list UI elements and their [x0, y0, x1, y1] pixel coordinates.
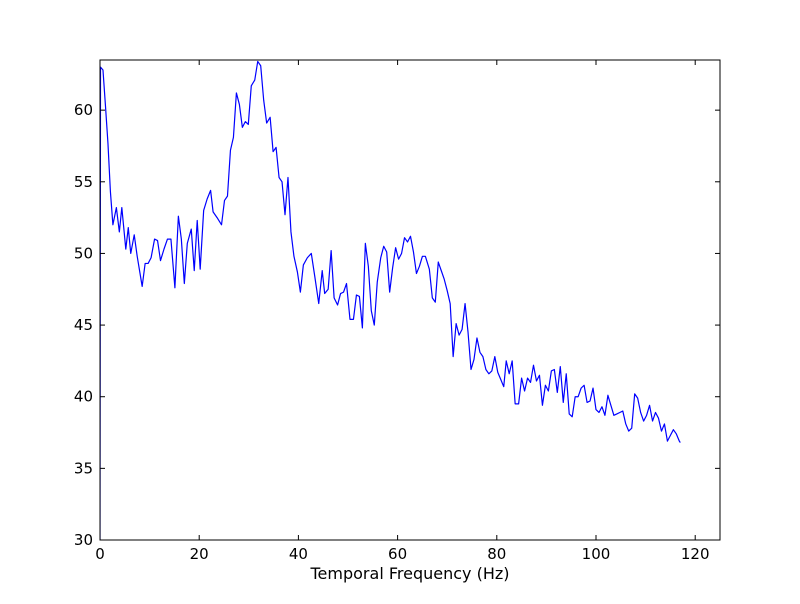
x-axis-label: Temporal Frequency (Hz) — [310, 564, 510, 583]
x-tick-label: 60 — [388, 545, 407, 563]
y-tick-label: 35 — [74, 459, 93, 477]
y-tick-label: 60 — [74, 101, 93, 119]
x-tick-label: 0 — [95, 545, 105, 563]
x-tick-label: 20 — [190, 545, 209, 563]
series-line-1 — [100, 60, 681, 540]
plot-area — [100, 60, 681, 540]
x-tick-label: 120 — [681, 545, 710, 563]
axes: 0 20 40 60 80 100 120 30 35 40 45 50 55 60 — [74, 59, 721, 563]
y-tick-label: 50 — [74, 244, 93, 262]
y-tick-label: 30 — [74, 531, 93, 549]
x-tick-label: 100 — [582, 545, 611, 563]
y-tick-label: 45 — [74, 316, 93, 334]
plot-frame — [99, 59, 721, 541]
x-tick-label: 80 — [487, 545, 506, 563]
y-tick-label: 40 — [74, 388, 93, 406]
x-tick-label: 40 — [289, 545, 308, 563]
y-tick-label: 55 — [74, 173, 93, 191]
